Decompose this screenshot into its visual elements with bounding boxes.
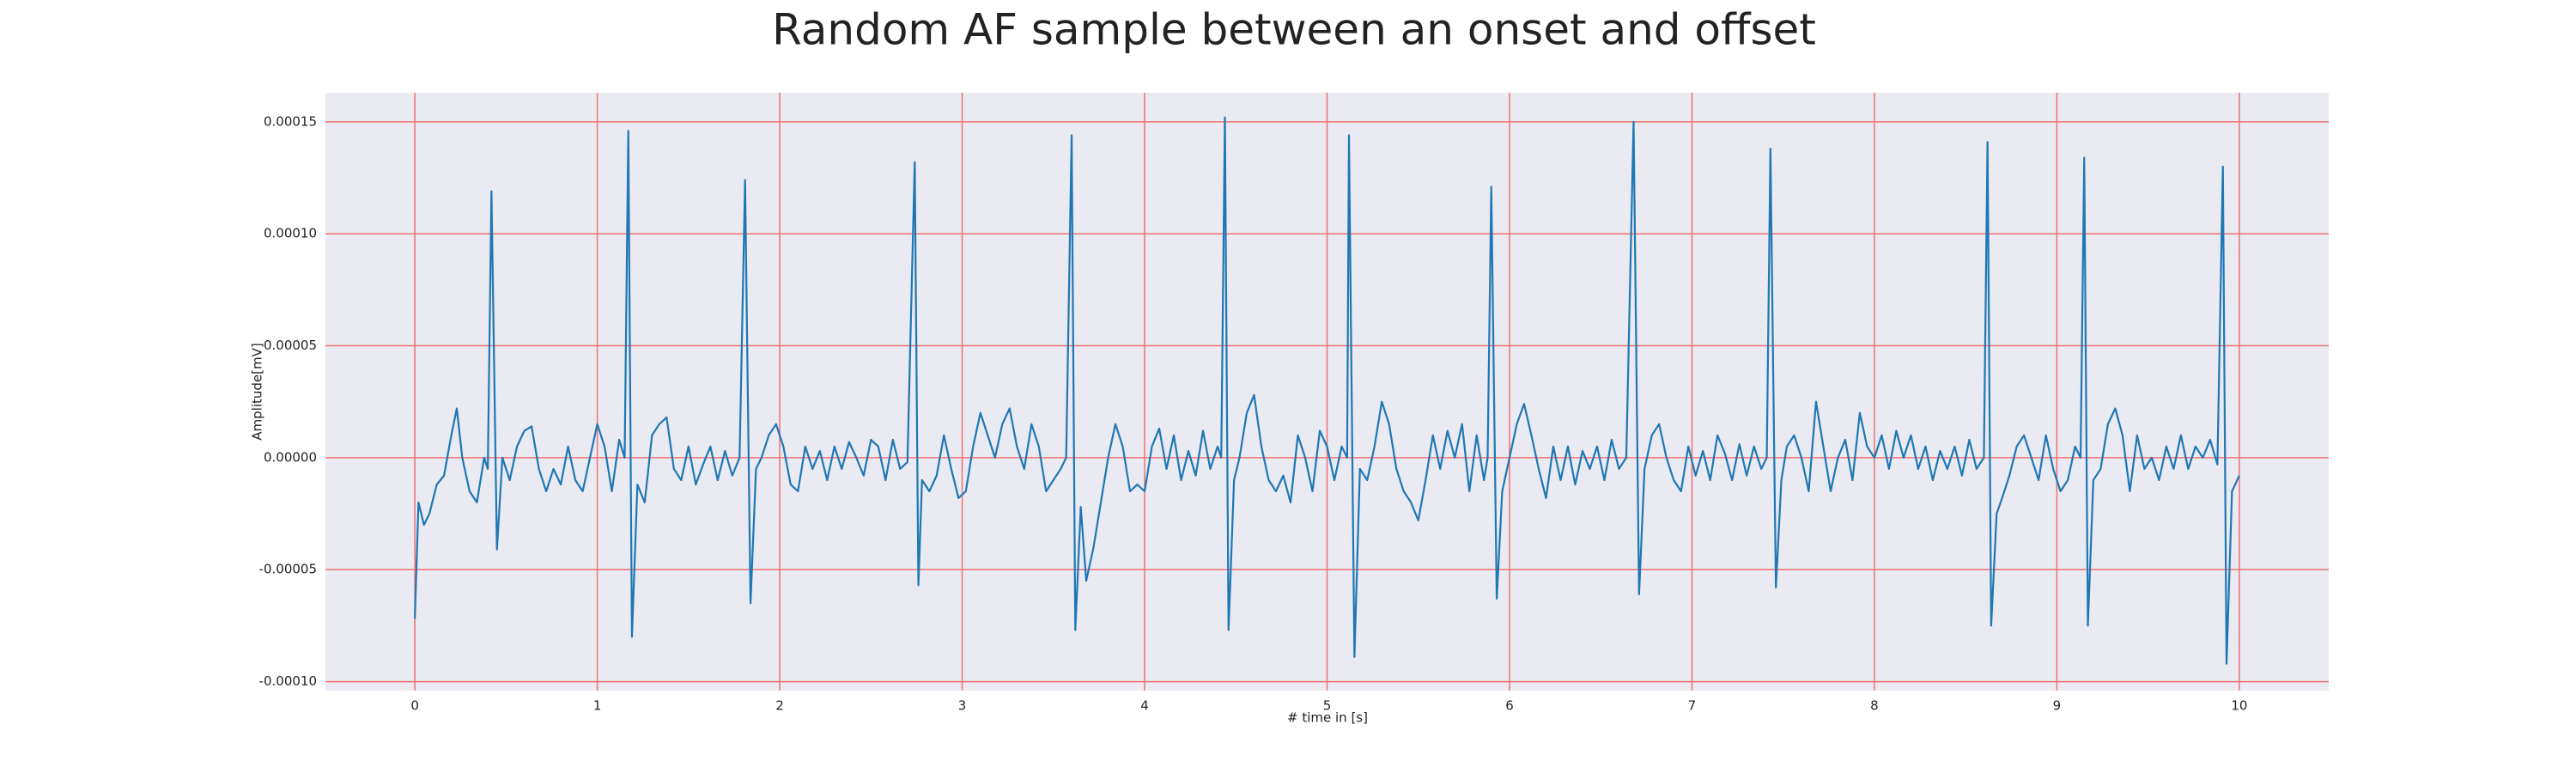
y-tick-label: -0.00010	[259, 673, 317, 689]
y-tick-label: -0.00005	[259, 562, 317, 577]
x-tick-label: 3	[958, 698, 967, 714]
x-tick-label: 4	[1140, 698, 1149, 714]
y-tick-label: 0.00000	[264, 449, 317, 465]
x-tick-label: 2	[775, 698, 784, 714]
x-tick-label: 9	[2053, 698, 2062, 714]
x-tick-label: 5	[1323, 698, 1332, 714]
y-axis-label: Amplitude[mV]	[250, 343, 265, 440]
signal-line	[414, 116, 2240, 665]
y-tick-label: 0.00010	[264, 226, 317, 241]
x-tick-label: 0	[410, 698, 419, 714]
y-tick-label: 0.00015	[264, 113, 317, 129]
x-tick-label: 10	[2231, 698, 2247, 714]
x-tick-label: 7	[1688, 698, 1697, 714]
x-tick-label: 1	[593, 698, 602, 714]
chart-title: Random AF sample between an onset and of…	[772, 5, 1816, 55]
x-axis-label: # time in [s]	[1287, 710, 1368, 726]
x-tick-label: 6	[1505, 698, 1514, 714]
x-tick-label: 8	[1870, 698, 1879, 714]
y-tick-label: 0.00005	[264, 338, 317, 353]
